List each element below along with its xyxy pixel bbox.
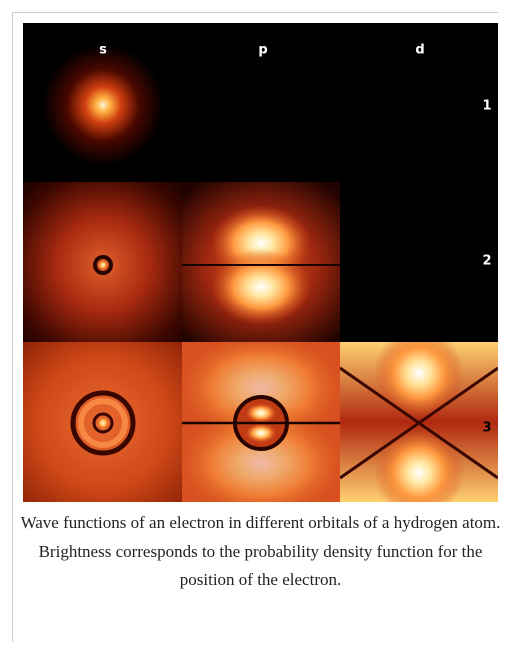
column-label: d: [415, 43, 424, 58]
caption: Wave functions of an electron in differe…: [20, 513, 501, 589]
figure-frame: [12, 12, 498, 642]
column-label: p: [258, 43, 267, 58]
row-label: 2: [482, 254, 491, 269]
row-label: 3: [482, 421, 491, 436]
row-label: 1: [482, 99, 491, 114]
column-label: s: [99, 43, 107, 58]
orbital-image: s p d 1 2 3: [23, 23, 498, 502]
